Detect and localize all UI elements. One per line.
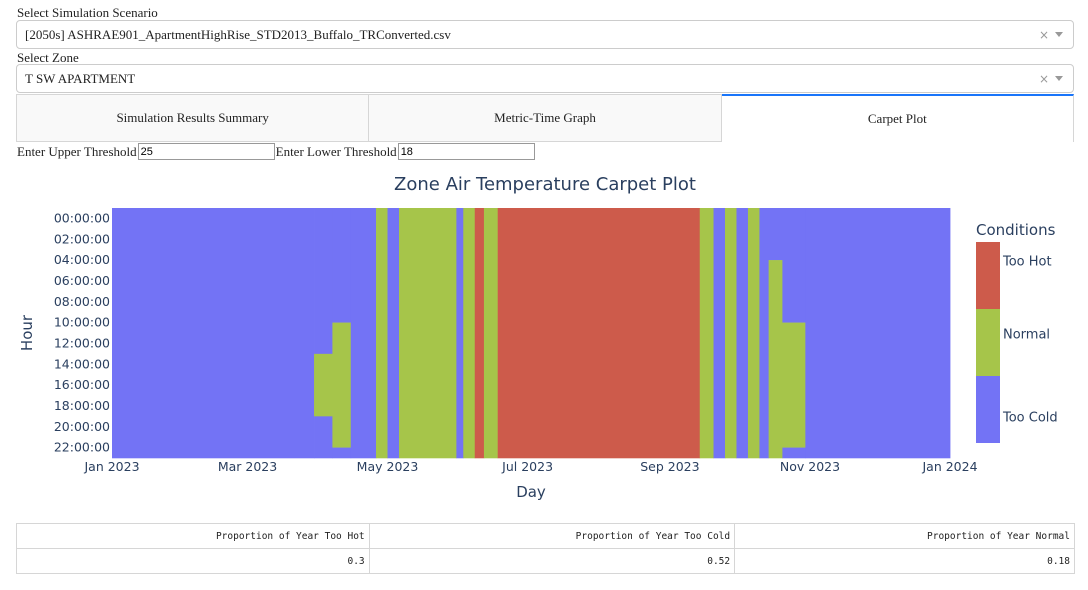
y-tick-label: 18:00:00 — [54, 398, 110, 413]
x-tick-label: Jan 2023 — [83, 459, 139, 474]
heatmap-cell-too-hot — [474, 208, 485, 459]
heatmap-cell-too-cold — [768, 208, 783, 261]
heatmap-cell-too-cold — [456, 208, 464, 459]
heatmap-cell-too-cold — [805, 208, 951, 459]
heatmap-cell-too-cold — [736, 208, 749, 459]
scenario-value: [2050s] ASHRAE901_ApartmentHighRise_STD2… — [25, 26, 451, 42]
y-tick-label: 10:00:00 — [54, 315, 110, 330]
upper-threshold-label: Enter Upper Threshold — [17, 143, 137, 159]
y-tick-label: 22:00:00 — [54, 440, 110, 455]
upper-threshold-input[interactable] — [137, 143, 275, 160]
heatmap-cell-too-cold — [314, 208, 333, 355]
zone-dropdown[interactable]: T SW APARTMENT × — [16, 64, 1074, 93]
heatmap-cell-normal — [747, 208, 760, 459]
y-tick-label: 00:00:00 — [54, 210, 110, 225]
x-axis-label: Day — [516, 483, 546, 501]
scenario-clear-icon[interactable]: × — [1038, 27, 1050, 42]
heatmap-cell-too-cold — [112, 208, 315, 459]
legend-swatch-too-hot — [976, 242, 1000, 309]
heatmap-cell-too-cold — [314, 416, 333, 459]
zone-chevron-down-icon[interactable] — [1055, 76, 1063, 81]
summary-table: Proportion of Year Too Hot Proportion of… — [16, 523, 1075, 574]
heatmap-cell-too-cold — [387, 208, 400, 459]
x-tick-label: Nov 2023 — [780, 459, 840, 474]
carpet-plot-chart: Zone Air Temperature Carpet Plot 00:00:0… — [18, 174, 1058, 501]
heatmap-cell-too-cold — [782, 447, 806, 459]
zone-clear-icon[interactable]: × — [1038, 71, 1050, 86]
y-tick-label: 08:00:00 — [54, 294, 110, 309]
heatmap-cell-normal — [398, 208, 457, 459]
heatmap-cell-normal — [332, 322, 352, 448]
y-tick-label: 02:00:00 — [54, 231, 110, 246]
y-tick-label: 06:00:00 — [54, 273, 110, 288]
heatmap-cell-normal — [314, 353, 333, 417]
heatmap-cell-normal — [483, 208, 499, 459]
summary-table-row: 0.3 0.52 0.18 — [16, 548, 1075, 574]
heatmap-cell-too-cold — [713, 208, 726, 459]
legend: Too Hot Normal Too Cold — [976, 242, 1058, 443]
legend-label-normal: Normal — [1003, 328, 1050, 343]
x-tick-label: May 2023 — [357, 459, 419, 474]
header-too-hot: Proportion of Year Too Hot — [16, 523, 370, 549]
heatmap-cell-too-hot — [497, 208, 701, 459]
x-axis-ticks: Jan 2023 Mar 2023 May 2023 Jul 2023 Sep 2023… — [83, 459, 977, 474]
lower-threshold-label: Enter Lower Threshold — [275, 143, 397, 159]
legend-swatch-too-cold — [976, 376, 1000, 443]
heatmap-cell-normal — [725, 208, 737, 459]
y-axis-label: Hour — [18, 314, 36, 351]
header-normal: Proportion of Year Normal — [734, 523, 1075, 549]
legend-label-too-cold: Too Cold — [1002, 411, 1058, 426]
value-too-cold: 0.52 — [368, 548, 736, 574]
scenario-chevron-down-icon[interactable] — [1055, 32, 1063, 37]
tab-carpet-plot[interactable]: Carpet Plot — [721, 94, 1074, 142]
heatmap-cell-normal — [782, 322, 806, 448]
chart-title: Zone Air Temperature Carpet Plot — [394, 174, 696, 195]
heatmap-cell-too-cold — [350, 208, 377, 459]
tab-simulation-results-summary[interactable]: Simulation Results Summary — [16, 94, 370, 142]
legend-title: Conditions — [976, 221, 1056, 239]
y-tick-label: 20:00:00 — [54, 419, 110, 434]
heatmap-cell-normal — [376, 208, 388, 459]
x-tick-label: Jul 2023 — [501, 459, 553, 474]
legend-swatch-normal — [976, 309, 1000, 376]
scenario-dropdown[interactable]: [2050s] ASHRAE901_ApartmentHighRise_STD2… — [16, 20, 1074, 49]
zone-label: Select Zone — [17, 50, 79, 65]
value-normal: 0.18 — [734, 548, 1075, 574]
x-tick-label: Jan 2024 — [921, 459, 977, 474]
y-tick-label: 16:00:00 — [54, 377, 110, 392]
y-tick-label: 12:00:00 — [54, 335, 110, 350]
threshold-bar: Enter Upper Threshold Enter Lower Thresh… — [17, 143, 536, 160]
scenario-label: Select Simulation Scenario — [17, 5, 158, 20]
x-tick-label: Mar 2023 — [218, 459, 277, 474]
heatmap-cell-normal — [768, 260, 783, 459]
heatmap-cell-too-cold — [332, 447, 352, 459]
tab-metric-time-graph[interactable]: Metric-Time Graph — [369, 94, 722, 142]
y-tick-label: 14:00:00 — [54, 356, 110, 371]
y-axis-ticks: 00:00:00 02:00:00 04:00:00 06:00:00 08:00:00… — [54, 210, 110, 454]
tab-bar: Simulation Results Summary Metric-Time G… — [16, 94, 1074, 142]
y-tick-label: 04:00:00 — [54, 252, 110, 267]
x-tick-label: Sep 2023 — [640, 459, 699, 474]
heatmap-cell-normal — [463, 208, 476, 459]
heatmap-cell-too-cold — [782, 208, 806, 323]
header-too-cold: Proportion of Year Too Cold — [368, 523, 736, 549]
heatmap-cell-too-cold — [332, 208, 352, 323]
heatmap-cells — [112, 208, 951, 459]
heatmap-cell-too-cold — [759, 208, 770, 459]
zone-value: T SW APARTMENT — [25, 70, 136, 86]
summary-table-header-row: Proportion of Year Too Hot Proportion of… — [16, 523, 1075, 549]
value-too-hot: 0.3 — [16, 548, 370, 574]
legend-label-too-hot: Too Hot — [1002, 255, 1052, 270]
lower-threshold-input[interactable] — [397, 143, 535, 160]
heatmap-cell-normal — [699, 208, 714, 459]
